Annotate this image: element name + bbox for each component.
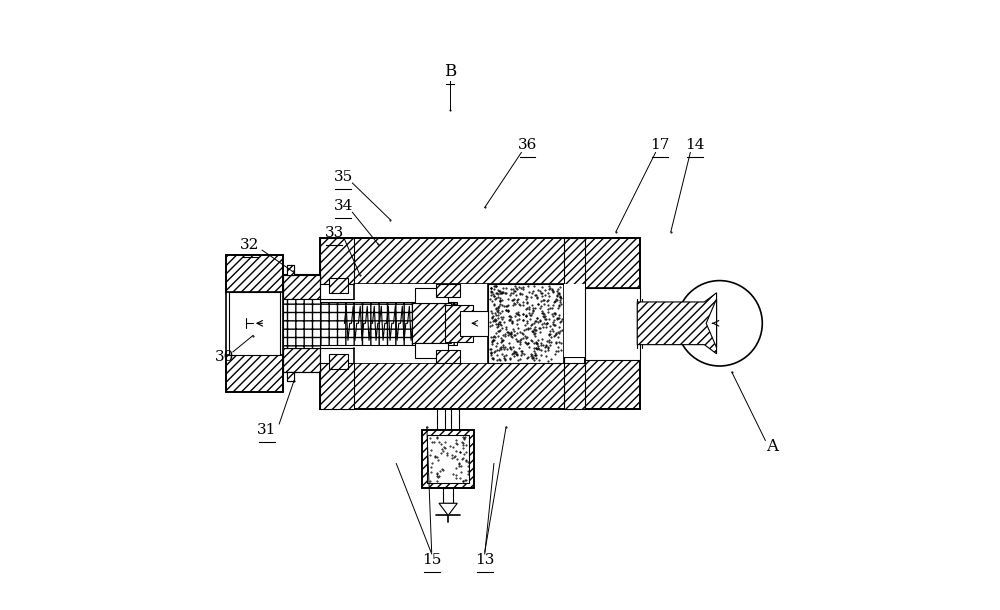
Bar	[585, 238, 640, 288]
Bar	[320, 238, 634, 284]
Text: 32: 32	[240, 239, 260, 252]
Bar	[287, 265, 294, 275]
Bar	[588, 291, 628, 357]
Bar	[436, 350, 460, 363]
Bar	[287, 265, 294, 275]
Bar	[320, 363, 634, 409]
Bar	[585, 288, 640, 360]
Bar	[287, 372, 294, 381]
Bar	[283, 348, 320, 372]
Bar	[445, 305, 473, 342]
Bar	[564, 363, 585, 409]
Bar	[229, 292, 280, 355]
Bar	[226, 255, 283, 292]
Bar	[427, 435, 470, 483]
Bar	[329, 354, 348, 369]
Bar	[564, 238, 585, 284]
Bar	[283, 299, 320, 348]
Bar	[287, 372, 294, 381]
Polygon shape	[706, 299, 717, 348]
Bar	[422, 430, 474, 488]
Text: B: B	[444, 63, 456, 81]
Bar	[320, 363, 354, 409]
Bar	[436, 284, 460, 297]
Bar	[283, 274, 320, 299]
Text: 30: 30	[215, 350, 234, 364]
Bar	[585, 360, 640, 409]
Bar	[412, 304, 451, 343]
Bar	[564, 290, 585, 357]
Bar	[320, 302, 457, 345]
Bar	[320, 284, 634, 363]
Text: 13: 13	[475, 553, 494, 567]
Bar	[422, 430, 474, 488]
Text: 36: 36	[518, 138, 537, 152]
Text: 34: 34	[334, 199, 353, 213]
Bar	[415, 289, 448, 304]
Circle shape	[677, 281, 762, 366]
Bar	[320, 238, 354, 284]
Bar	[564, 284, 585, 302]
Bar	[226, 355, 283, 392]
Text: 35: 35	[334, 170, 353, 184]
Bar	[443, 488, 453, 503]
Bar	[460, 311, 488, 336]
Bar	[488, 284, 564, 363]
Polygon shape	[637, 293, 717, 354]
Text: A: A	[766, 438, 778, 455]
Text: 15: 15	[422, 553, 441, 567]
Bar	[415, 343, 448, 359]
Text: 31: 31	[257, 423, 277, 437]
Text: 14: 14	[685, 138, 705, 152]
Text: 33: 33	[324, 226, 344, 240]
Bar	[329, 278, 348, 293]
Text: 17: 17	[650, 138, 670, 152]
Polygon shape	[439, 503, 457, 515]
